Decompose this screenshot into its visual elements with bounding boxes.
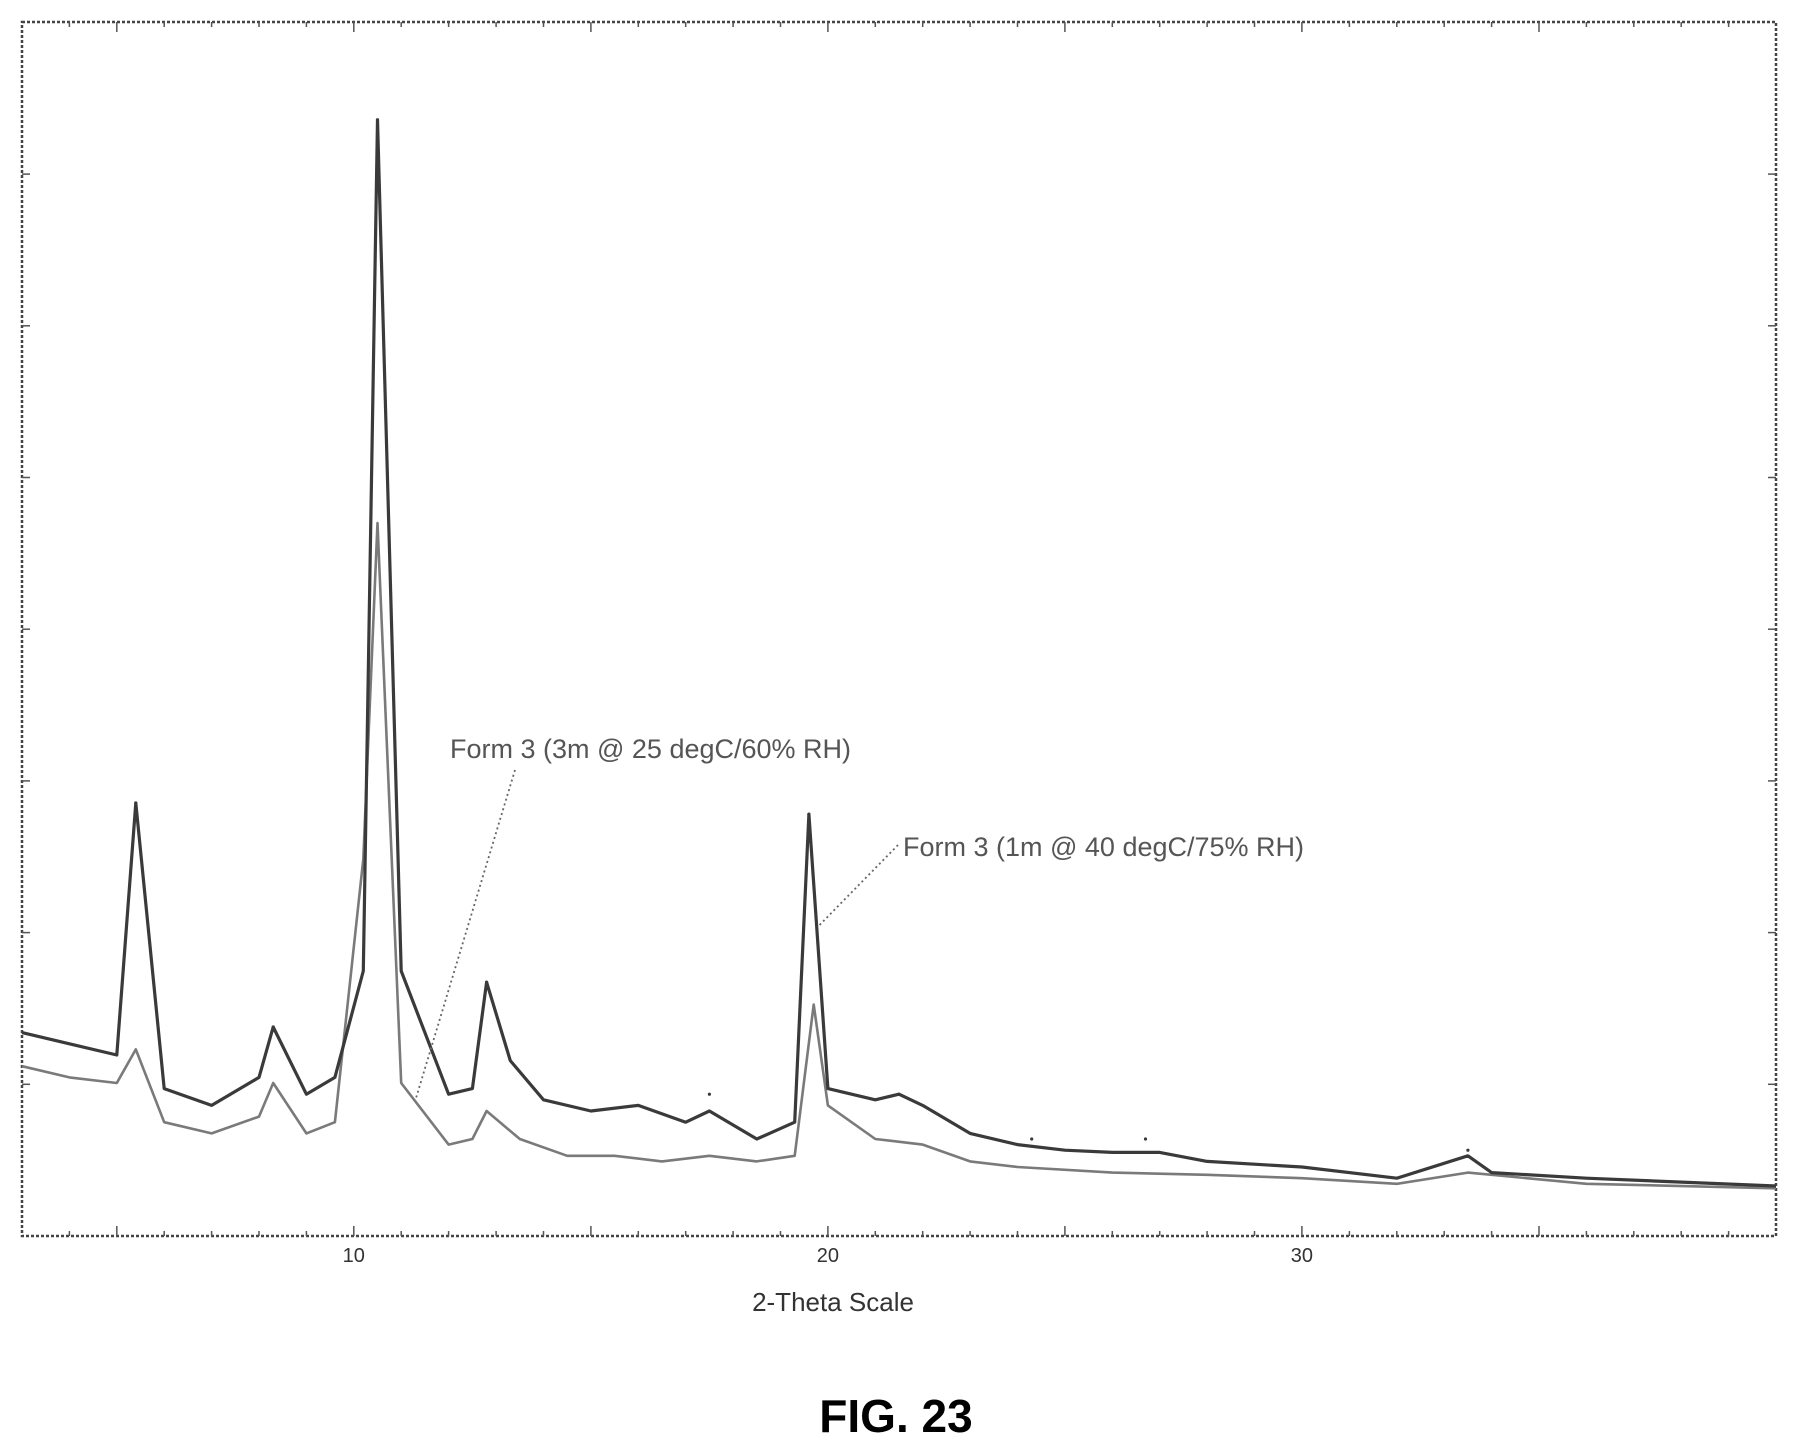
top-axis-ticks xyxy=(68,22,1730,32)
x-tick-label: 30 xyxy=(1291,1245,1313,1267)
series-layer xyxy=(21,118,1777,1190)
peak-point xyxy=(707,1092,712,1096)
right-axis-ticks xyxy=(1768,173,1776,1086)
peak-point xyxy=(1466,1148,1470,1152)
series-line-1m-40degC xyxy=(21,118,1777,1188)
peak-point xyxy=(375,118,380,122)
x-tick-label: 10 xyxy=(343,1245,365,1267)
annotation-leader-3m xyxy=(414,769,516,1101)
peak-point xyxy=(1030,1137,1034,1141)
x-tick-labels: 10 20 30 xyxy=(343,1245,1313,1267)
series-line-3m-25degC xyxy=(21,521,1777,1190)
x-axis-ticks xyxy=(68,1226,1730,1236)
peak-point xyxy=(485,980,489,984)
y-axis-ticks xyxy=(22,173,30,1086)
peak-point xyxy=(134,801,138,805)
figure-label: FIG. 23 xyxy=(819,1390,972,1442)
annotation-1m-40degC: Form 3 (1m @ 40 degC/75% RH) xyxy=(903,832,1304,862)
annotation-leader-1m xyxy=(817,844,899,927)
x-axis-title: 2-Theta Scale xyxy=(752,1287,914,1317)
peak-point xyxy=(897,1092,901,1096)
peak-point xyxy=(807,812,811,816)
annotation-3m-25degC: Form 3 (3m @ 25 degC/60% RH) xyxy=(450,734,851,764)
peak-point xyxy=(1143,1137,1148,1141)
x-tick-label: 20 xyxy=(817,1245,839,1267)
peak-point xyxy=(271,1025,275,1029)
